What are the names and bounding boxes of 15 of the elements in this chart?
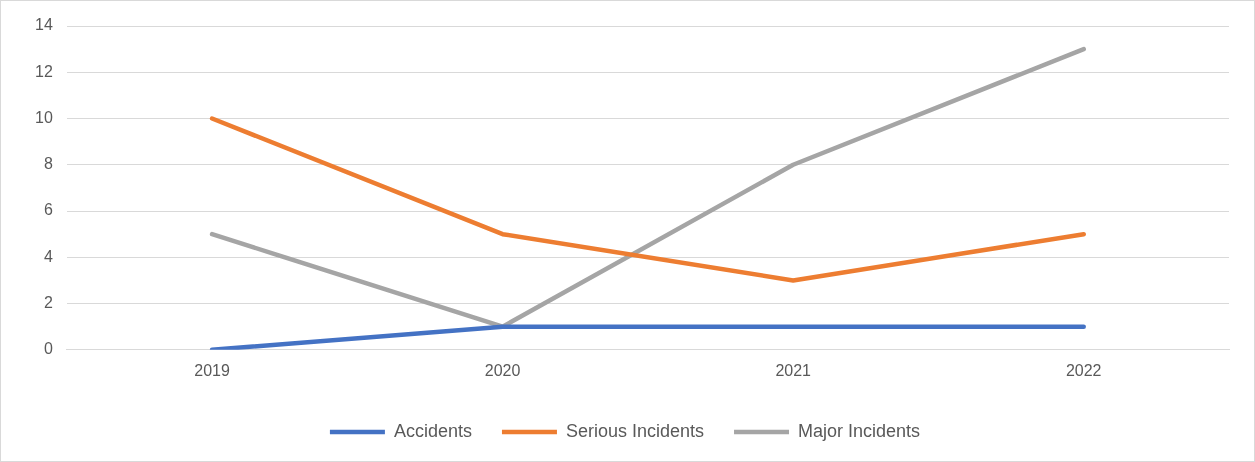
legend-label: Major Incidents xyxy=(798,420,921,441)
y-tick-label: 14 xyxy=(35,16,53,34)
legend-label: Serious Incidents xyxy=(565,420,705,441)
y-tick-label: 2 xyxy=(43,293,53,311)
x-tick-label: 2021 xyxy=(775,361,812,379)
y-tick-label: 6 xyxy=(43,201,53,219)
y-tick-label: 12 xyxy=(35,62,53,80)
y-tick-label: 4 xyxy=(43,247,53,265)
legend-label: Accidents xyxy=(393,420,472,441)
x-tick-label: 2019 xyxy=(194,361,230,379)
x-tick-label: 2022 xyxy=(1065,361,1102,379)
y-tick-label: 0 xyxy=(43,340,53,358)
y-tick-label: 8 xyxy=(43,155,53,173)
x-tick-label: 2020 xyxy=(484,361,521,379)
y-tick-label: 10 xyxy=(35,108,53,126)
